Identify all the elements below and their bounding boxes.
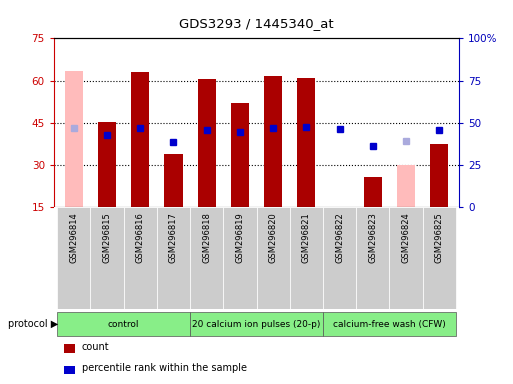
Bar	[356, 207, 389, 309]
Text: count: count	[82, 341, 109, 352]
Bar	[164, 154, 183, 207]
Bar	[90, 207, 124, 309]
Bar	[57, 312, 190, 336]
Text: GSM296825: GSM296825	[435, 212, 444, 263]
Text: GSM296819: GSM296819	[235, 212, 244, 263]
Bar	[430, 144, 448, 207]
Bar	[198, 79, 216, 207]
Bar	[57, 207, 90, 309]
Bar	[423, 207, 456, 309]
Text: percentile rank within the sample: percentile rank within the sample	[82, 362, 247, 373]
Bar	[264, 76, 282, 207]
Text: GSM296814: GSM296814	[69, 212, 78, 263]
Text: GDS3293 / 1445340_at: GDS3293 / 1445340_at	[179, 17, 334, 30]
Bar	[290, 207, 323, 309]
Text: GSM296821: GSM296821	[302, 212, 311, 263]
Bar	[256, 207, 290, 309]
Text: control: control	[108, 319, 140, 329]
Bar	[223, 207, 256, 309]
Bar	[323, 207, 356, 309]
Bar	[231, 103, 249, 207]
Bar	[131, 72, 149, 207]
Bar	[323, 312, 456, 336]
Text: 20 calcium ion pulses (20-p): 20 calcium ion pulses (20-p)	[192, 319, 321, 329]
Text: protocol ▶: protocol ▶	[8, 319, 58, 329]
Text: GSM296824: GSM296824	[402, 212, 410, 263]
Text: calcium-free wash (CFW): calcium-free wash (CFW)	[333, 319, 446, 329]
Text: GSM296815: GSM296815	[103, 212, 111, 263]
Bar	[389, 207, 423, 309]
Bar	[297, 78, 315, 207]
Text: GSM296817: GSM296817	[169, 212, 178, 263]
Text: GSM296816: GSM296816	[136, 212, 145, 263]
Bar	[397, 165, 415, 207]
Text: GSM296823: GSM296823	[368, 212, 377, 263]
Bar	[190, 312, 323, 336]
Text: GSM296818: GSM296818	[202, 212, 211, 263]
Bar	[364, 177, 382, 207]
Bar	[98, 122, 116, 207]
Bar	[124, 207, 157, 309]
Text: GSM296822: GSM296822	[335, 212, 344, 263]
Bar	[65, 71, 83, 207]
Text: GSM296820: GSM296820	[269, 212, 278, 263]
Bar	[190, 207, 223, 309]
Bar	[157, 207, 190, 309]
